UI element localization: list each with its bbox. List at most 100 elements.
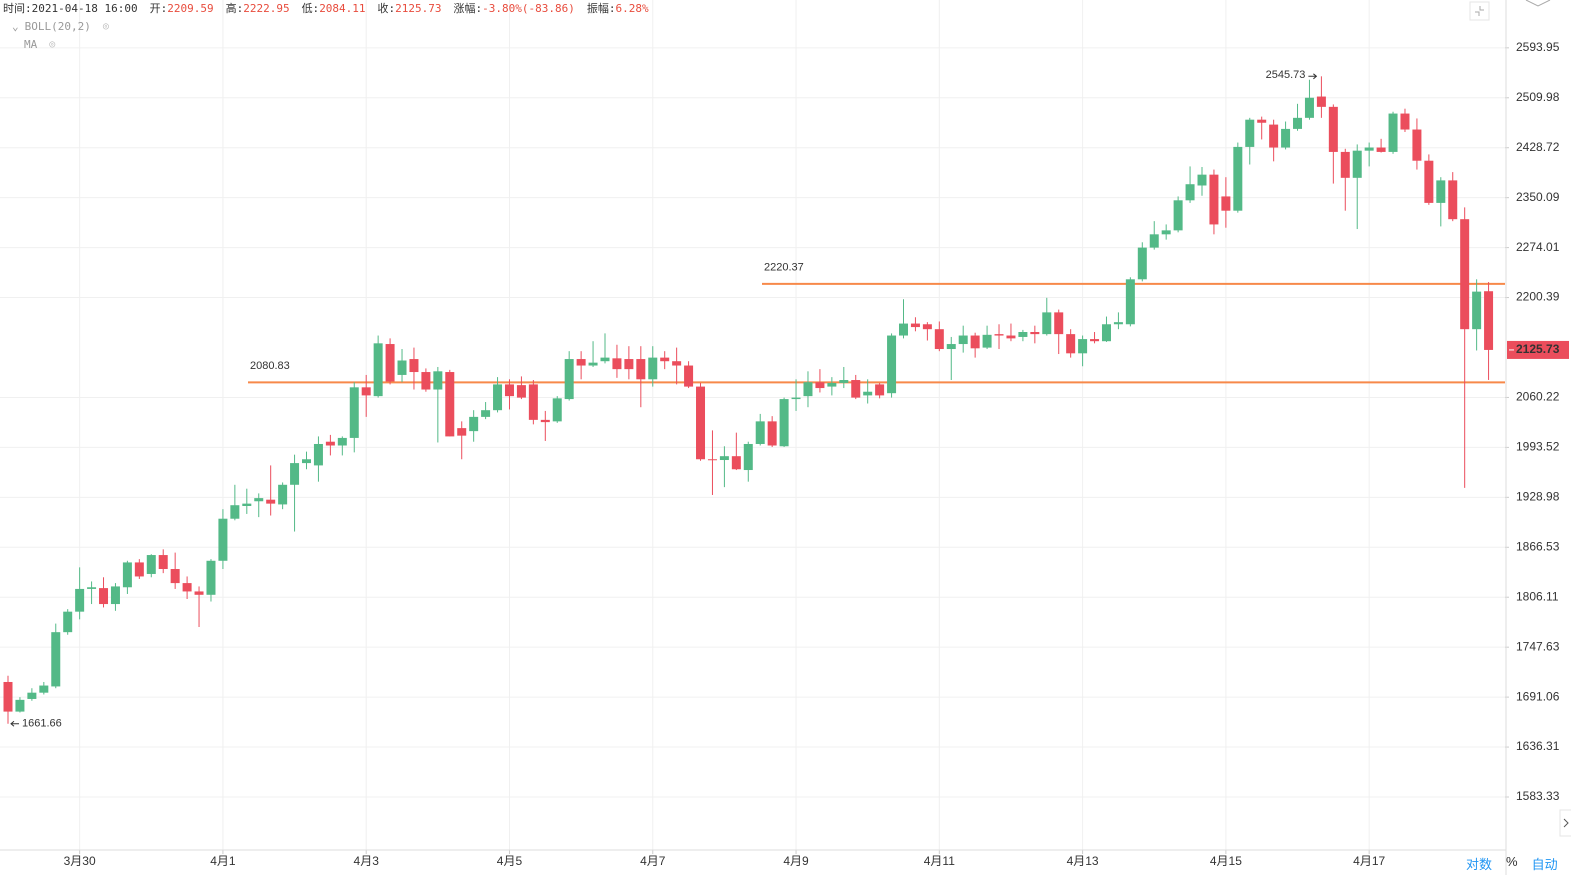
candle-body — [206, 560, 216, 595]
y-tick-label: 2593.95 — [1516, 40, 1560, 54]
candle-body — [719, 456, 729, 461]
candle-body — [122, 562, 132, 588]
candle-body — [994, 334, 1004, 336]
header-value: 6.28% — [615, 2, 649, 15]
candle-body — [1304, 97, 1314, 118]
candle-body — [278, 484, 288, 505]
candle-body — [481, 410, 491, 417]
candle-body — [1066, 334, 1076, 354]
candle-body — [958, 335, 968, 345]
candle-body — [361, 387, 371, 396]
indicator-list: ⌄ BOLL(20,2) ◎ MA ◎ — [12, 18, 109, 54]
candle-body — [887, 335, 897, 394]
candle-body — [779, 399, 789, 447]
candle-body — [1233, 146, 1243, 211]
candle-body — [266, 499, 276, 504]
candle-body — [1352, 150, 1362, 178]
header-label: 涨幅: — [453, 2, 483, 15]
x-tick-label: 4月7 — [640, 854, 666, 868]
x-tick-label: 4月17 — [1353, 854, 1385, 868]
header-item: 时间:2021-04-18 16:00 — [3, 0, 138, 16]
candle-body — [1400, 113, 1410, 130]
y-tick-label: 2060.22 — [1516, 390, 1560, 404]
candle-body — [1269, 124, 1279, 148]
scale-control[interactable]: 对数 — [1466, 857, 1493, 872]
candle-body — [230, 505, 240, 519]
level-label: 2220.37 — [764, 262, 804, 274]
fullscreen-button[interactable] — [1469, 1, 1490, 21]
candle-body — [863, 391, 873, 396]
candle-body — [1221, 196, 1231, 211]
candle-body — [445, 372, 455, 437]
candle-body — [767, 421, 777, 446]
candle-body — [493, 384, 503, 411]
candle-body — [1340, 151, 1350, 178]
candle-body — [337, 437, 347, 446]
candle-body — [457, 428, 467, 436]
x-tick-label: 4月3 — [354, 854, 380, 868]
collapse-icon — [1525, 0, 1551, 7]
candle-body — [1364, 147, 1374, 151]
candle-body — [1484, 291, 1494, 350]
candle-body — [970, 335, 980, 349]
header-value: 2222.95 — [243, 2, 290, 15]
candle-body — [290, 463, 300, 485]
candle-body — [1018, 332, 1028, 337]
candle-body — [182, 583, 192, 592]
candle-body — [552, 398, 562, 422]
candle-body — [242, 503, 252, 506]
candle-body — [696, 386, 706, 460]
indicator[interactable]: MA ◎ — [12, 36, 109, 54]
header-label: 时间: — [3, 2, 32, 15]
price-tag — [1507, 340, 1569, 359]
candle-body — [27, 692, 37, 699]
candle-body — [1316, 96, 1326, 107]
candle-body — [648, 357, 658, 380]
candle-body — [1090, 339, 1100, 342]
candle-body — [110, 586, 120, 605]
candle-body — [791, 397, 801, 400]
candle-body — [75, 588, 85, 612]
indicator-label: BOLL(20,2) — [24, 20, 91, 33]
candle-body — [1030, 332, 1040, 335]
candle-body — [624, 359, 634, 370]
candle-body — [63, 611, 73, 633]
candle-body — [899, 323, 908, 336]
header-value: 2125.73 — [395, 2, 442, 15]
visibility-icon[interactable]: ◎ — [49, 39, 56, 50]
y-tick-label: 2509.98 — [1516, 90, 1560, 104]
fullscreen-icon — [1475, 6, 1484, 16]
candle-body — [934, 329, 944, 350]
visibility-icon[interactable]: ◎ — [102, 21, 109, 32]
candle-body — [134, 562, 144, 577]
candle-body — [1149, 234, 1159, 248]
candle-body — [87, 587, 97, 589]
candle-body — [875, 384, 885, 396]
x-tick-label: 4月15 — [1210, 854, 1242, 868]
candle-body — [51, 632, 61, 687]
candle-body — [194, 591, 204, 595]
scale-control[interactable]: % — [1506, 854, 1518, 869]
level-label: 2080.83 — [250, 360, 290, 372]
indicator[interactable]: ⌄ BOLL(20,2) ◎ — [12, 18, 109, 36]
candle-body — [1101, 324, 1111, 342]
candle-body — [660, 357, 670, 362]
candle-body — [600, 357, 610, 362]
scroll-button[interactable] — [1559, 809, 1571, 837]
ohlc-header: 时间:2021-04-18 16:00 开:2209.59 高:2222.95 低:2… — [3, 0, 649, 16]
y-tick-label: 1993.52 — [1516, 440, 1560, 454]
y-tick-label: 1928.98 — [1516, 490, 1560, 504]
candle-body — [1257, 119, 1267, 123]
y-tick-label: 2428.72 — [1516, 140, 1560, 154]
header-item: 涨幅:-3.80%(-83.86) — [454, 0, 575, 16]
max-arrow — [1308, 73, 1318, 80]
candle-body — [528, 384, 538, 420]
header-item: 开:2209.59 — [150, 0, 214, 16]
header-item: 收:2125.73 — [378, 0, 442, 16]
candle-body — [672, 361, 682, 366]
y-tick-label: 2350.09 — [1516, 190, 1560, 204]
scale-control[interactable]: 自动 — [1531, 857, 1558, 872]
price-tag-label: 2125.73 — [1516, 342, 1560, 356]
candle-body — [373, 343, 383, 397]
candle-body — [1388, 113, 1398, 152]
